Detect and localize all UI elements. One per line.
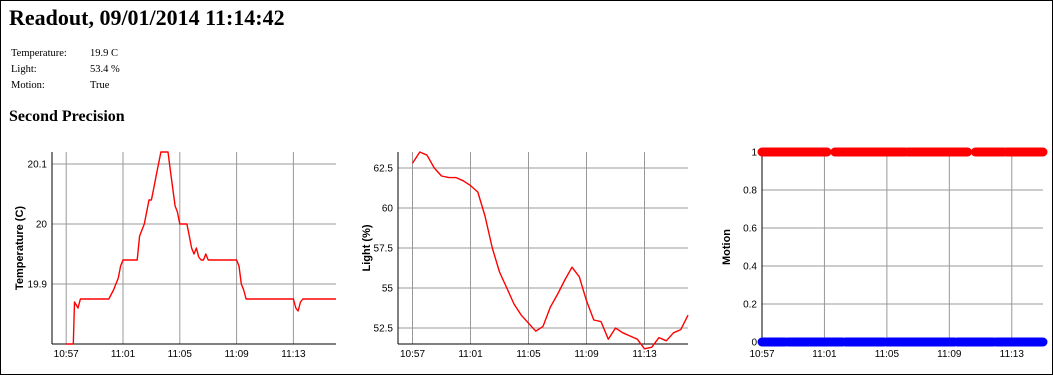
x-tick-label: 11:01 [458,349,483,360]
x-tick-label: 11:09 [224,349,249,360]
x-tick-label: 11:13 [632,349,657,360]
y-tick-label: 1 [751,148,757,159]
y-tick-label: 52.5 [374,324,394,335]
x-tick-label: 11:09 [574,349,599,360]
reading-row-light: Light: 53.4 % [11,62,120,78]
y-tick-label: 62.5 [374,164,394,175]
current-readings: Temperature: 19.9 C Light: 53.4 % Motion… [11,46,120,94]
light-series-line [411,151,689,350]
y-tick-label: 0 [751,338,757,349]
temperature-chart: 10:57 11:01 11:05 11:09 11:13 19.9 20 20.1 Tempe… [14,151,336,360]
reading-value: 53.4 % [90,64,120,75]
y-tick-label: 0.4 [743,262,757,273]
x-tick-label: 11:01 [111,349,136,360]
x-tick-label: 11:05 [516,349,541,360]
y-tick-label: 20 [36,220,48,231]
light-chart: 10:57 11:01 11:05 11:09 11:13 52.5 55 57.5 60 62.… [361,151,689,360]
y-axis-label: Temperature (C) [14,206,26,290]
y-tick-label: 55 [382,284,394,295]
motion-chart: 10:57 11:01 11:05 11:09 11:13 0 0.2 0.4 0.6 0.8 1 M… [721,147,1048,360]
y-axis-label: Motion [721,229,733,265]
y-tick-label: 0.2 [743,300,757,311]
reading-label: Temperature: [11,48,67,59]
y-tick-label: 60 [382,204,394,215]
x-tick-label: 11:13 [281,349,306,360]
x-tick-label: 11:13 [1000,349,1025,360]
y-axis-label: Light (%) [361,224,373,271]
page-title: Readout, 09/01/2014 11:14:42 [9,5,285,30]
section-title: Second Precision [9,108,125,125]
temperature-series-line [66,151,336,345]
y-tick-label: 19.9 [28,280,48,291]
reading-label: Light: [11,64,37,75]
y-tick-label: 0.8 [743,186,757,197]
y-tick-label: 0.6 [743,224,757,235]
x-tick-label: 11:01 [812,349,837,360]
x-tick-label: 11:05 [168,349,193,360]
reading-label: Motion: [11,80,45,91]
reading-value: 19.9 C [90,48,119,59]
reading-value: True [90,80,110,91]
x-tick-label: 11:09 [937,349,962,360]
x-tick-label: 11:05 [875,349,900,360]
x-tick-label: 10:57 [749,349,774,360]
y-tick-label: 20.1 [28,160,48,171]
reading-row-motion: Motion: True [11,78,120,94]
reading-row-temperature: Temperature: 19.9 C [11,46,120,62]
y-tick-label: 57.5 [374,244,394,255]
x-tick-label: 10:57 [400,349,425,360]
x-tick-label: 10:57 [54,349,79,360]
